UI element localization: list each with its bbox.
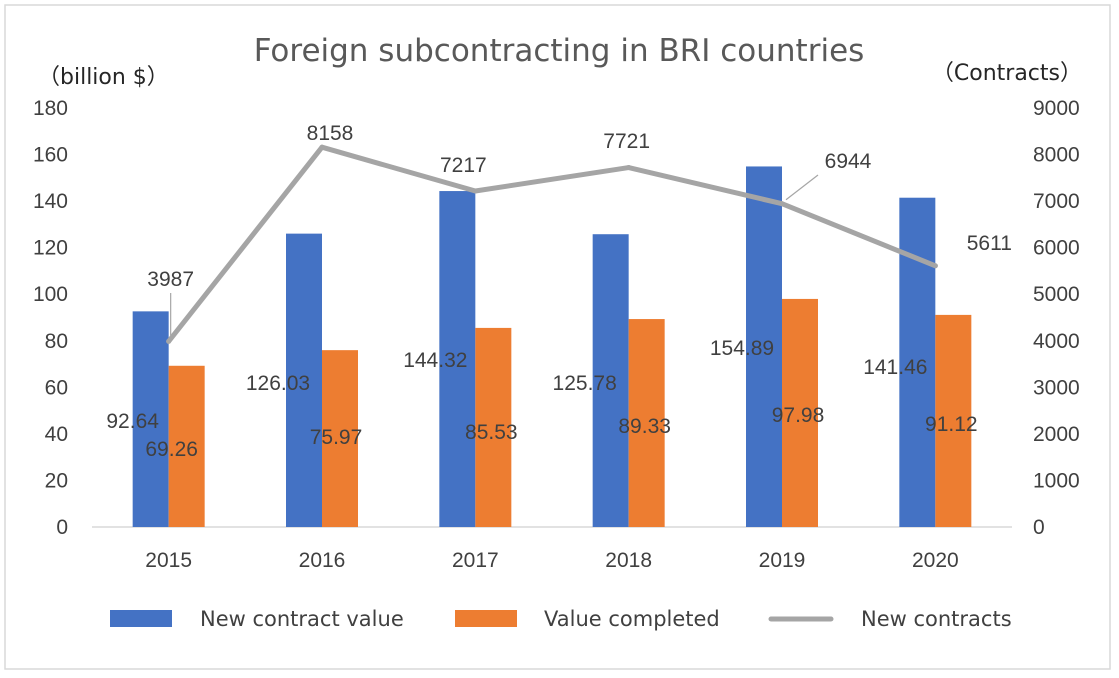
left-tick-label: 160 — [33, 144, 68, 167]
data-label-value-completed: 75.97 — [310, 426, 363, 449]
data-label-new-contracts: 3987 — [147, 268, 194, 291]
right-tick-label: 2000 — [1033, 423, 1080, 446]
left-tick-label: 100 — [33, 283, 68, 306]
right-tick-label: 5000 — [1033, 283, 1080, 306]
data-label-value-completed: 69.26 — [145, 438, 198, 461]
x-tick-label: 2017 — [452, 549, 499, 572]
line-point-new-contracts — [626, 165, 632, 171]
bar-new-contract-value — [286, 233, 322, 527]
bars — [132, 166, 972, 528]
bar-value-completed — [475, 327, 512, 527]
left-tick-label: 0 — [56, 516, 68, 539]
left-axis-unit: （billion $） — [38, 65, 169, 90]
x-tick-label: 2020 — [912, 549, 959, 572]
right-tick-label: 9000 — [1033, 97, 1080, 120]
data-label-new-contracts: 6944 — [825, 150, 872, 173]
data-label-value-completed: 91.12 — [925, 413, 978, 436]
data-label-new-contracts: 7217 — [440, 154, 487, 177]
bar-new-contract-value — [439, 191, 476, 527]
x-tick-label: 2019 — [759, 549, 806, 572]
data-labels: 92.64 69.26 126.03 75.97 144.32 85.53 125.7889… — [106, 122, 1012, 461]
bar-new-contract-value — [592, 234, 629, 528]
right-tick-label: 4000 — [1033, 330, 1080, 353]
bar-value-completed — [935, 314, 972, 527]
bar-value-completed — [322, 350, 358, 527]
data-label-new-contract-value: 154.89 — [710, 337, 774, 360]
legend-label-new-contract-value: New contract value — [200, 607, 404, 631]
legend-swatch-value-completed — [455, 610, 517, 627]
x-tick-label: 2018 — [605, 549, 652, 572]
line-point-new-contracts — [166, 338, 172, 344]
bar-new-contract-value — [746, 166, 782, 527]
legend: New contract value Value completed New c… — [110, 607, 1012, 631]
data-label-new-contract-value: 126.03 — [246, 372, 310, 395]
x-tick-label: 2016 — [299, 549, 346, 572]
data-label-new-contract-value: 125.78 — [553, 372, 617, 395]
data-label-value-completed: 89.33 — [618, 415, 671, 438]
data-label-value-completed: 85.53 — [465, 421, 518, 444]
right-tick-label: 8000 — [1033, 144, 1080, 167]
data-label-new-contract-value: 144.32 — [403, 349, 467, 372]
data-label-new-contract-value: 92.64 — [106, 410, 159, 433]
line-point-new-contracts — [319, 144, 325, 150]
right-axis-ticks: 0 1000 2000 3000 4000 5000 6000 7000 8000 9000 — [1033, 97, 1080, 539]
chart-title: Foreign subcontracting in BRI countries — [254, 33, 865, 69]
data-label-new-contracts: 8158 — [307, 122, 354, 145]
bar-value-completed — [628, 319, 665, 527]
line-series-group — [166, 144, 938, 344]
x-axis-ticks: 2015 2016 2017 2018 2019 2020 — [145, 549, 958, 572]
left-tick-label: 120 — [33, 237, 68, 260]
legend-label-new-contracts: New contracts — [861, 607, 1012, 631]
line-point-new-contracts — [472, 188, 478, 194]
line-point-new-contracts — [932, 263, 938, 269]
left-tick-label: 80 — [45, 330, 68, 353]
data-label-new-contracts: 7721 — [603, 130, 650, 153]
line-new-contracts — [166, 144, 938, 344]
leader-line — [785, 174, 819, 201]
left-tick-label: 60 — [45, 376, 68, 399]
left-tick-label: 40 — [45, 423, 68, 446]
bar-value-completed — [782, 298, 818, 527]
left-tick-label: 20 — [45, 469, 68, 492]
right-tick-label: 6000 — [1033, 237, 1080, 260]
left-tick-label: 140 — [33, 190, 68, 213]
right-tick-label: 1000 — [1033, 469, 1080, 492]
x-tick-label: 2015 — [145, 549, 192, 572]
data-label-value-completed: 97.98 — [772, 404, 825, 427]
line-point-new-contracts — [779, 201, 785, 207]
right-tick-label: 0 — [1033, 516, 1045, 539]
bar-new-contract-value — [132, 311, 169, 527]
right-tick-label: 7000 — [1033, 190, 1080, 213]
data-label-new-contracts: 5611 — [967, 232, 1012, 255]
bar-value-completed — [168, 365, 205, 527]
right-axis-unit: （Contracts） — [932, 61, 1082, 86]
legend-label-value-completed: Value completed — [544, 607, 720, 631]
data-label-new-contract-value: 141.46 — [863, 356, 927, 379]
legend-swatch-new-contract-value — [110, 610, 172, 627]
right-tick-label: 3000 — [1033, 376, 1080, 399]
left-axis-ticks: 0 20 40 60 80 100 120 140 160 180 — [33, 97, 68, 539]
left-tick-label: 180 — [33, 97, 68, 120]
